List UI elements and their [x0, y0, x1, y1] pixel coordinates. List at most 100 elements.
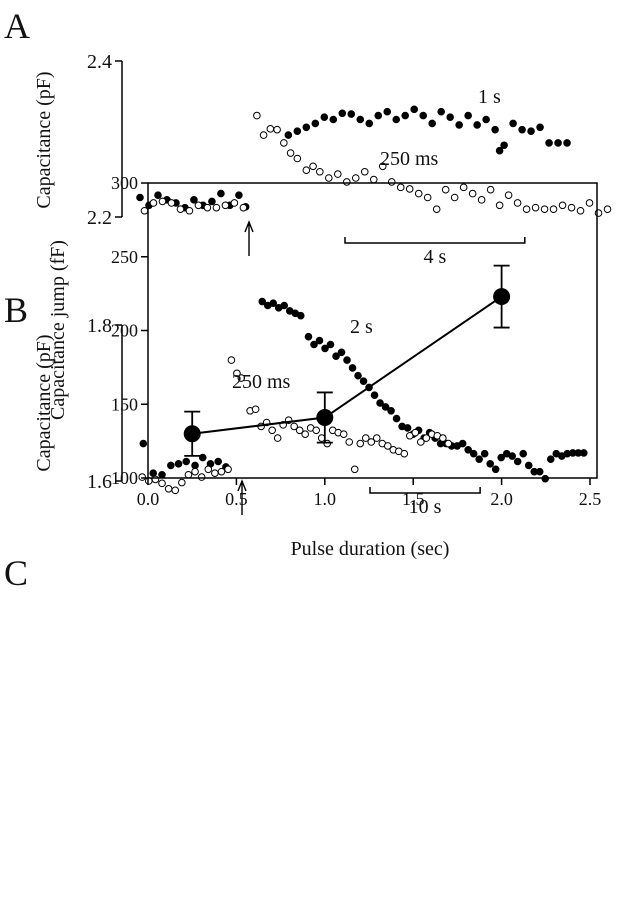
data-point — [464, 446, 472, 454]
data-point — [350, 465, 359, 474]
data-point — [392, 414, 401, 423]
data-point — [370, 391, 379, 400]
data-point — [531, 203, 540, 212]
data-point — [266, 125, 275, 133]
data-point — [342, 178, 351, 186]
data-point — [558, 201, 567, 210]
data-point — [432, 205, 441, 213]
data-point — [293, 154, 302, 163]
data-point — [374, 111, 383, 120]
data-point — [212, 203, 221, 212]
data-point — [546, 455, 555, 463]
data-point — [441, 185, 450, 194]
data-line — [192, 295, 503, 435]
data-point — [458, 439, 467, 448]
data-point — [392, 115, 401, 124]
data-point — [495, 201, 504, 210]
data-point — [411, 428, 420, 437]
data-point — [176, 205, 185, 213]
data-point — [235, 191, 243, 199]
data-point — [594, 209, 603, 217]
data-point — [493, 288, 511, 306]
data-point — [519, 449, 528, 458]
x-tick-label: 0.5 — [225, 489, 248, 509]
y-axis-label: Capacitance (pF) — [33, 71, 55, 208]
data-point — [585, 199, 594, 207]
data-point — [182, 457, 191, 466]
data-point — [320, 113, 329, 121]
data-point — [171, 486, 180, 495]
data-point — [359, 377, 368, 385]
data-point — [230, 199, 239, 207]
data-point — [439, 434, 447, 442]
data-point — [191, 461, 199, 470]
data-point — [410, 105, 419, 114]
data-point — [423, 193, 432, 202]
data-point — [217, 467, 226, 476]
data-point — [251, 405, 260, 414]
y-tick-label: 1.8 — [87, 315, 112, 337]
data-point — [191, 467, 199, 476]
data-point — [450, 193, 459, 202]
data-point — [522, 205, 531, 213]
data-point — [233, 369, 241, 378]
data-point — [321, 344, 329, 353]
data-point — [301, 430, 309, 439]
data-point — [221, 201, 230, 210]
data-point — [356, 439, 365, 448]
data-point — [459, 183, 468, 192]
data-point — [286, 149, 295, 157]
data-point — [361, 434, 370, 442]
data-point — [345, 438, 354, 446]
data-point — [293, 127, 302, 135]
data-point — [491, 465, 500, 474]
data-point — [477, 196, 486, 204]
data-point — [326, 340, 335, 349]
stimulus-arrow — [244, 220, 254, 256]
data-point — [295, 426, 304, 435]
y-tick-label: 2.4 — [87, 51, 112, 73]
data-point — [211, 469, 219, 478]
data-point — [348, 364, 357, 372]
y-tick-label: 1.6 — [87, 471, 112, 493]
data-point — [154, 191, 162, 199]
data-point — [316, 409, 334, 427]
data-point — [381, 403, 390, 411]
data-point — [497, 453, 505, 462]
data-point — [316, 167, 324, 176]
data-point — [579, 449, 588, 457]
data-point — [339, 430, 348, 439]
data-point — [302, 166, 311, 174]
data-point — [473, 121, 481, 129]
data-point — [372, 434, 381, 442]
data-point — [258, 297, 267, 306]
data-point — [455, 121, 463, 129]
data-point — [194, 201, 203, 210]
data-point — [491, 125, 499, 134]
data-point — [304, 332, 313, 341]
data-point — [203, 203, 212, 212]
data-point — [174, 460, 183, 468]
data-point — [198, 453, 207, 462]
data-point — [365, 119, 374, 128]
data-point — [387, 407, 395, 415]
data-point — [417, 438, 425, 446]
data-point — [253, 111, 261, 120]
y-tick-label: 100 — [111, 468, 138, 488]
data-point — [151, 475, 160, 484]
data-point — [383, 107, 392, 116]
data-point — [563, 139, 571, 147]
y-axis-label: Capacitance (pF) — [33, 334, 55, 471]
scale-bar-label: 10 s — [409, 496, 442, 518]
data-point — [468, 189, 477, 198]
data-point — [338, 109, 347, 118]
data-point — [329, 115, 338, 124]
data-point — [400, 449, 409, 458]
panel-letter: C — [4, 553, 28, 593]
data-point — [360, 167, 369, 176]
stimulus-arrow — [237, 479, 247, 515]
data-point — [224, 465, 232, 474]
data-point — [139, 439, 148, 448]
data-point — [419, 111, 428, 120]
